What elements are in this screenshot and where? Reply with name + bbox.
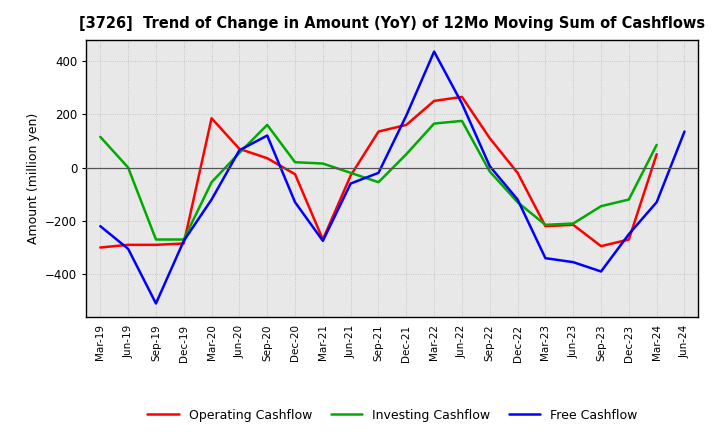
Investing Cashflow [291, 160, 300, 165]
Operating Cashflow [597, 243, 606, 249]
Operating Cashflow [207, 116, 216, 121]
Operating Cashflow [430, 98, 438, 103]
Free Cashflow [597, 269, 606, 274]
Operating Cashflow [124, 242, 132, 247]
Free Cashflow [485, 164, 494, 169]
Investing Cashflow [652, 142, 661, 147]
Free Cashflow [152, 301, 161, 306]
Investing Cashflow [402, 151, 410, 157]
Free Cashflow [207, 197, 216, 202]
Operating Cashflow [541, 224, 550, 229]
Operating Cashflow [96, 245, 104, 250]
Investing Cashflow [124, 165, 132, 170]
Operating Cashflow [318, 237, 327, 242]
Investing Cashflow [179, 237, 188, 242]
Free Cashflow [541, 256, 550, 261]
Free Cashflow [179, 238, 188, 243]
Title: [3726]  Trend of Change in Amount (YoY) of 12Mo Moving Sum of Cashflows: [3726] Trend of Change in Amount (YoY) o… [79, 16, 706, 32]
Investing Cashflow [96, 134, 104, 139]
Free Cashflow [569, 260, 577, 265]
Free Cashflow [263, 133, 271, 138]
Free Cashflow [318, 238, 327, 243]
Free Cashflow [235, 147, 243, 153]
Operating Cashflow [374, 129, 383, 134]
Investing Cashflow [513, 200, 522, 205]
Investing Cashflow [485, 169, 494, 174]
Operating Cashflow [485, 136, 494, 141]
Free Cashflow [624, 231, 633, 237]
Free Cashflow [680, 129, 689, 134]
Free Cashflow [652, 200, 661, 205]
Investing Cashflow [624, 197, 633, 202]
Operating Cashflow [263, 156, 271, 161]
Investing Cashflow [152, 237, 161, 242]
Free Cashflow [374, 170, 383, 176]
Free Cashflow [291, 200, 300, 205]
Investing Cashflow [541, 222, 550, 227]
Line: Free Cashflow: Free Cashflow [100, 51, 685, 304]
Operating Cashflow [402, 122, 410, 128]
Investing Cashflow [318, 161, 327, 166]
Legend: Operating Cashflow, Investing Cashflow, Free Cashflow: Operating Cashflow, Investing Cashflow, … [143, 404, 642, 427]
Operating Cashflow [513, 170, 522, 176]
Line: Investing Cashflow: Investing Cashflow [100, 121, 657, 239]
Free Cashflow [402, 113, 410, 118]
Free Cashflow [513, 197, 522, 202]
Operating Cashflow [569, 222, 577, 227]
Free Cashflow [96, 224, 104, 229]
Investing Cashflow [458, 118, 467, 124]
Investing Cashflow [569, 221, 577, 226]
Free Cashflow [346, 181, 355, 186]
Operating Cashflow [652, 151, 661, 157]
Operating Cashflow [458, 94, 467, 99]
Investing Cashflow [374, 180, 383, 185]
Investing Cashflow [207, 180, 216, 185]
Investing Cashflow [597, 204, 606, 209]
Free Cashflow [430, 49, 438, 54]
Free Cashflow [458, 101, 467, 106]
Operating Cashflow [291, 172, 300, 177]
Investing Cashflow [235, 150, 243, 155]
Investing Cashflow [430, 121, 438, 126]
Operating Cashflow [624, 237, 633, 242]
Operating Cashflow [152, 242, 161, 247]
Operating Cashflow [346, 173, 355, 178]
Line: Operating Cashflow: Operating Cashflow [100, 97, 657, 247]
Free Cashflow [124, 246, 132, 252]
Operating Cashflow [235, 146, 243, 151]
Operating Cashflow [179, 241, 188, 246]
Investing Cashflow [263, 122, 271, 128]
Investing Cashflow [346, 170, 355, 176]
Y-axis label: Amount (million yen): Amount (million yen) [27, 113, 40, 244]
